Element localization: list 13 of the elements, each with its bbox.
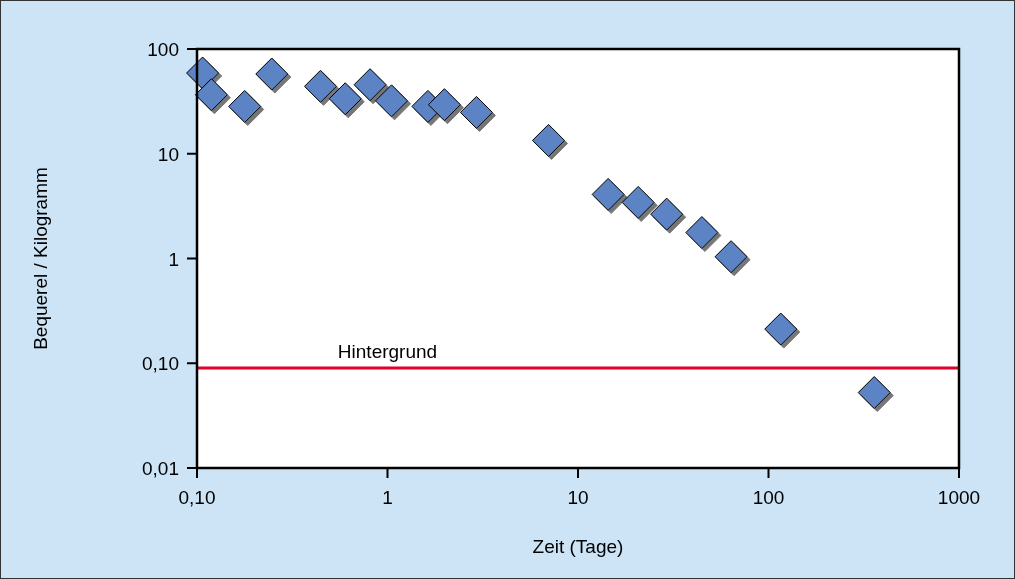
ref-line-label: Hintergrund — [337, 341, 438, 363]
y-tick-label: 10 — [157, 143, 179, 165]
y-tick-label: 0,10 — [142, 353, 179, 375]
y-tick-label: 1 — [168, 248, 179, 270]
x-tick-label: 1 — [382, 487, 393, 508]
x-tick-label: 1000 — [937, 487, 981, 508]
x-tick-label: 100 — [752, 487, 785, 508]
x-axis-title: Zeit (Tage) — [532, 536, 624, 557]
x-tick-label: 10 — [567, 487, 589, 508]
y-tick-label: 0,01 — [142, 458, 179, 479]
x-tick-label: 0,10 — [178, 487, 216, 508]
y-tick-label: 100 — [147, 39, 179, 60]
y-axis-title: Bequerel / Kilogramm — [30, 167, 51, 350]
